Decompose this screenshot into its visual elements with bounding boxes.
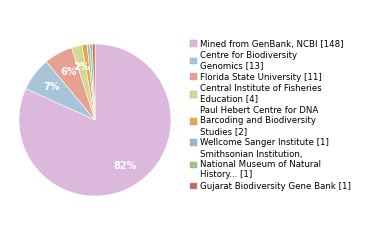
- Wedge shape: [90, 44, 95, 120]
- Legend: Mined from GenBank, NCBI [148], Centre for Biodiversity
Genomics [13], Florida S: Mined from GenBank, NCBI [148], Centre f…: [190, 40, 351, 191]
- Wedge shape: [87, 44, 95, 120]
- Wedge shape: [46, 48, 95, 120]
- Text: 2%: 2%: [74, 62, 90, 72]
- Wedge shape: [92, 44, 95, 120]
- Wedge shape: [82, 44, 95, 120]
- Text: 7%: 7%: [43, 82, 60, 92]
- Wedge shape: [72, 45, 95, 120]
- Wedge shape: [26, 62, 95, 120]
- Text: 82%: 82%: [113, 161, 136, 171]
- Wedge shape: [19, 44, 171, 196]
- Text: 6%: 6%: [60, 67, 77, 77]
